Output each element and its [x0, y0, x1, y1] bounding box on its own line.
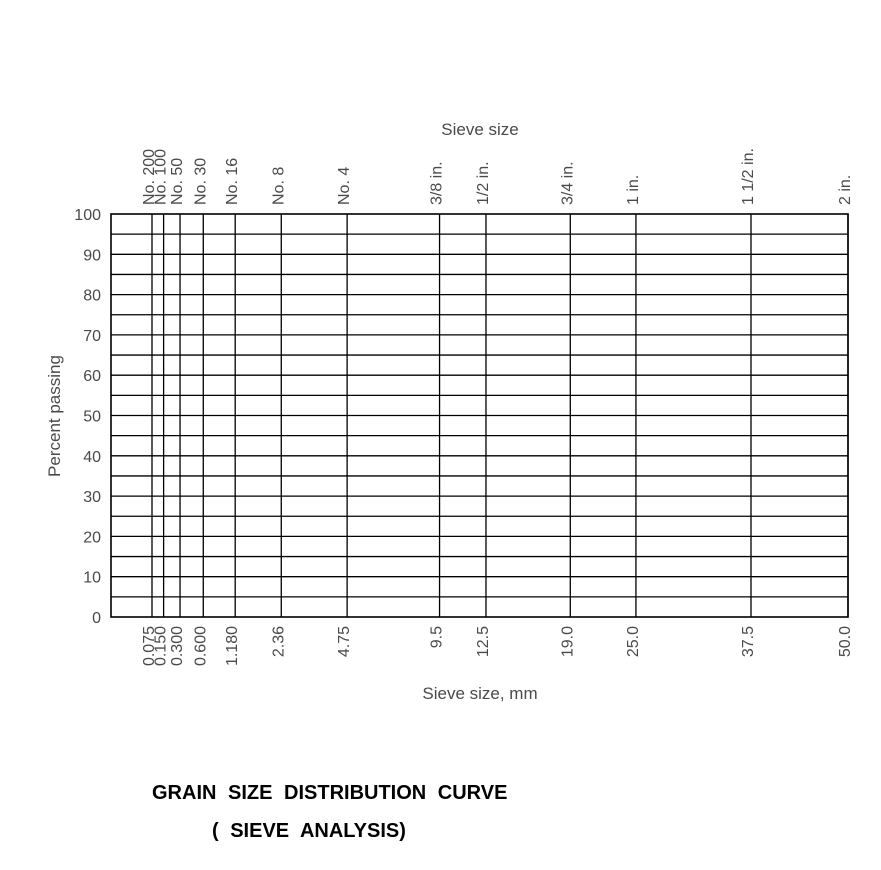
sieve-mm-label-9: 19.0: [559, 626, 576, 657]
sieve-name-label-3: No. 30: [192, 158, 209, 205]
y-tick-label-100: 100: [74, 207, 101, 224]
y-tick-label-80: 80: [83, 288, 101, 305]
sieve-mm-label-10: 25.0: [625, 626, 642, 657]
y-tick-label-70: 70: [83, 328, 101, 345]
y-axis-title: Percent passing: [45, 355, 64, 477]
sieve-mm-label-5: 2.36: [270, 626, 287, 657]
sieve-name-label-4: No. 16: [224, 158, 241, 205]
sieve-name-label-2: No. 50: [169, 158, 186, 205]
sieve-name-label-12: 2 in.: [837, 175, 854, 205]
top-axis-title: Sieve size: [441, 120, 518, 139]
sieve-mm-label-1: 0.150: [153, 626, 170, 666]
sieve-mm-label-0: 0.075: [141, 626, 158, 666]
sieve-name-label-1: No. 100: [153, 149, 170, 205]
sieve-mm-label-4: 1.180: [224, 626, 241, 666]
sieve-name-label-10: 1 in.: [625, 175, 642, 205]
x-axis-title: Sieve size, mm: [422, 684, 537, 703]
sieve-name-label-9: 3/4 in.: [559, 161, 576, 205]
sieve-gridlines: [151, 214, 849, 617]
y-tick-label-0: 0: [92, 610, 101, 627]
sieve-name-label-8: 1/2 in.: [475, 161, 492, 205]
chart-grid: [111, 233, 848, 598]
caption-title: GRAIN SIZE DISTRIBUTION CURVE: [152, 782, 508, 804]
sieve-name-label-0: No. 200: [141, 149, 158, 205]
sieve-mm-label-11: 37.5: [740, 626, 757, 657]
y-tick-label-20: 20: [83, 529, 101, 546]
y-tick-label-90: 90: [83, 247, 101, 264]
sieve-mm-label-8: 12.5: [475, 626, 492, 657]
sieve-mm-label-3: 0.600: [192, 626, 209, 666]
y-tick-label-60: 60: [83, 368, 101, 385]
sieve-name-label-11: 1 1/2 in.: [740, 148, 757, 205]
sieve-name-label-7: 3/8 in.: [429, 161, 446, 205]
sieve-mm-label-6: 4.75: [336, 626, 353, 657]
sieve-name-label-5: No. 8: [270, 167, 287, 205]
sieve-mm-label-2: 0.300: [169, 626, 186, 666]
y-tick-label-50: 50: [83, 409, 101, 426]
y-tick-label-30: 30: [83, 489, 101, 506]
sieve-mm-label-7: 9.5: [429, 626, 446, 648]
y-tick-label-40: 40: [83, 449, 101, 466]
plot-frame: [110, 213, 849, 618]
sieve-mm-label-12: 50.0: [837, 626, 854, 657]
y-tick-label-10: 10: [83, 570, 101, 587]
caption-subtitle: ( SIEVE ANALYSIS): [212, 820, 406, 842]
sieve-name-label-6: No. 4: [336, 167, 353, 205]
y-tick-labels: 0 10 20 30 40 50 60 70 80 90 100: [74, 207, 101, 627]
